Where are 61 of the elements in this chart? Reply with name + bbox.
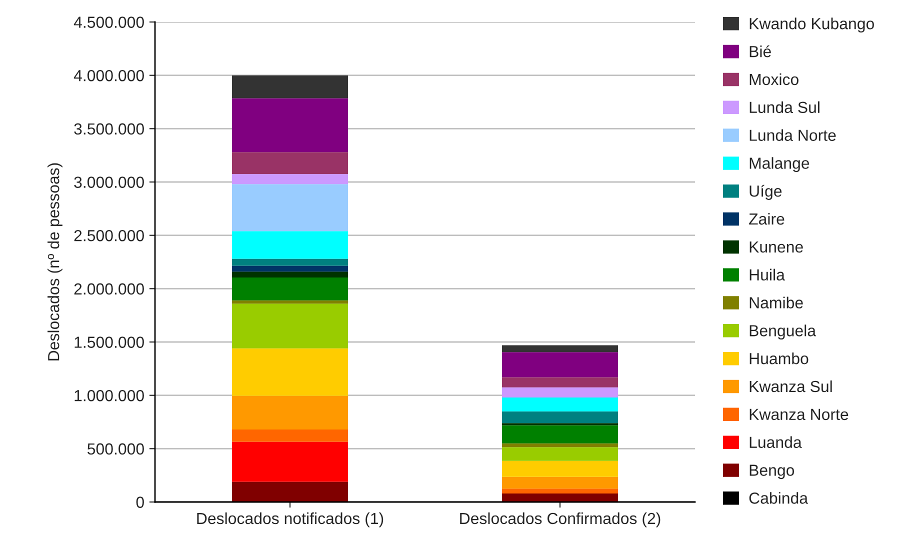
y-tick-label: 3.500.000 (74, 123, 144, 135)
bar (502, 488, 618, 494)
legend-label: Bié (750, 45, 771, 58)
bar (232, 396, 348, 430)
legend-label: Benguela (750, 324, 816, 340)
bar (502, 425, 618, 444)
bar (502, 345, 618, 352)
bar (502, 460, 618, 477)
bar (502, 447, 618, 461)
bar (232, 266, 348, 272)
x-tick-label: Deslocados Confirmados (2) (460, 512, 660, 528)
legend-label: Zaire (749, 212, 784, 225)
bar (232, 348, 348, 396)
y-tick-label: 4.000.000 (74, 70, 144, 82)
bar (502, 352, 618, 378)
legend-label: Lunda Sul (750, 101, 820, 114)
legend-label: Malange (750, 157, 810, 172)
legend-label: Huila (750, 268, 785, 281)
legend-label: Huambo (750, 352, 808, 364)
legend-label: Namibe (750, 296, 803, 308)
bar (502, 397, 618, 412)
y-tick-label: 0 (136, 496, 144, 508)
bar (232, 272, 348, 278)
bar (502, 476, 618, 489)
bar (232, 174, 348, 184)
legend-label: Kunene (750, 241, 803, 253)
legend-label: Cabinda (749, 492, 808, 504)
bar (502, 377, 618, 388)
bar (232, 482, 348, 502)
bar (232, 184, 348, 232)
bar (232, 258, 348, 266)
legend-label: Bengo (750, 464, 794, 480)
legend-label: Moxico (750, 73, 798, 86)
y-tick-label: 4.500.000 (74, 16, 144, 28)
legend-label: Kwanza Norte (750, 408, 848, 420)
legend-label: Luanda (750, 436, 802, 448)
legend-label: Lunda Norte (750, 129, 836, 141)
bar (232, 152, 348, 174)
bar (502, 443, 618, 448)
y-tick-label: 3.000.000 (74, 176, 144, 188)
bar (232, 442, 348, 482)
bar (502, 387, 618, 398)
bar (232, 429, 348, 442)
y-tick-label: 500.000 (87, 443, 144, 455)
bar (502, 411, 618, 424)
y-tick-label: 1.000.000 (74, 390, 144, 402)
bar (232, 277, 348, 300)
bar (232, 75, 348, 98)
legend-label: Kwando Kubango (750, 18, 874, 32)
x-tick-label: Deslocados notificados (1) (197, 512, 384, 528)
y-tick-label: 1.500.000 (74, 336, 144, 348)
legend-label: Kwanza Sul (750, 380, 832, 392)
y-tick-label: 2.000.000 (74, 283, 144, 295)
bar (502, 493, 618, 502)
bar (232, 98, 348, 152)
legend-label: Uíge (750, 184, 782, 200)
bar (232, 231, 348, 259)
bar (232, 304, 348, 348)
y-axis-title: Deslocados (nº de pessoas) (48, 163, 62, 360)
bar (232, 300, 348, 304)
y-tick-label: 2.500.000 (74, 230, 144, 242)
